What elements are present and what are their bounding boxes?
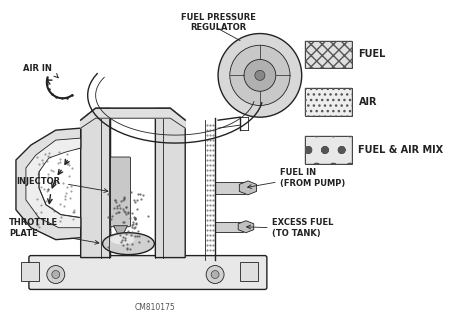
Bar — [215, 182, 245, 194]
Bar — [305, 136, 353, 164]
Circle shape — [244, 60, 276, 91]
Bar — [305, 136, 353, 164]
Polygon shape — [81, 108, 110, 258]
Bar — [215, 222, 243, 232]
Ellipse shape — [110, 235, 135, 245]
Bar — [305, 88, 353, 116]
Polygon shape — [26, 138, 81, 228]
Circle shape — [52, 270, 60, 279]
Text: FUEL & AIR MIX: FUEL & AIR MIX — [358, 145, 444, 155]
Text: AIR: AIR — [358, 97, 377, 107]
Polygon shape — [155, 108, 185, 258]
Text: FUEL IN
(FROM PUMP): FUEL IN (FROM PUMP) — [280, 168, 345, 188]
Text: AIR IN: AIR IN — [23, 64, 52, 73]
FancyBboxPatch shape — [110, 157, 130, 227]
Circle shape — [211, 270, 219, 279]
Circle shape — [230, 45, 290, 106]
Text: THROTTLE
PLATE: THROTTLE PLATE — [9, 218, 58, 238]
Circle shape — [206, 266, 224, 283]
Bar — [305, 41, 353, 68]
Bar — [305, 41, 353, 68]
Circle shape — [255, 70, 265, 80]
Bar — [240, 261, 258, 281]
Bar — [305, 88, 353, 116]
Text: EXCESS FUEL
(TO TANK): EXCESS FUEL (TO TANK) — [272, 218, 333, 238]
Polygon shape — [16, 128, 81, 240]
Ellipse shape — [102, 233, 155, 255]
Text: INJECTOR: INJECTOR — [16, 177, 60, 186]
Polygon shape — [114, 226, 128, 240]
Polygon shape — [238, 221, 254, 233]
Text: CM810175: CM810175 — [135, 303, 176, 312]
Polygon shape — [81, 108, 185, 128]
Circle shape — [218, 33, 302, 117]
Polygon shape — [239, 181, 256, 195]
Text: FUEL PRESSURE
REGULATOR: FUEL PRESSURE REGULATOR — [181, 13, 255, 32]
FancyBboxPatch shape — [29, 256, 267, 289]
Bar — [21, 261, 39, 281]
Text: FUEL: FUEL — [358, 50, 386, 60]
Circle shape — [47, 266, 65, 283]
